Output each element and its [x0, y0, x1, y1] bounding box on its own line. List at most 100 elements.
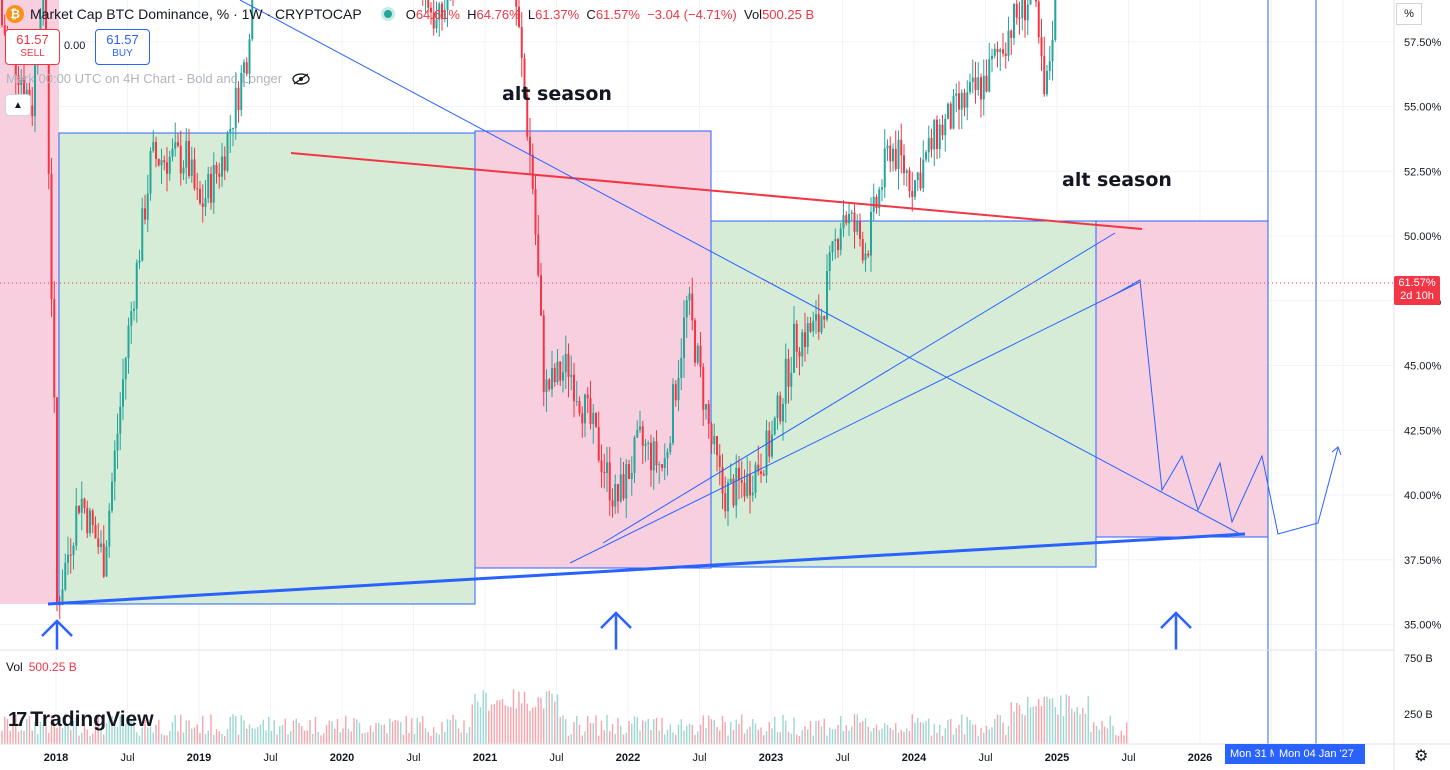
volume-bar [4, 716, 6, 744]
candle-body [1024, 0, 1026, 21]
volume-bar [468, 726, 471, 744]
ohlc-values: O64.61% H64.76% L61.37% C61.57% −3.04 (−… [405, 6, 815, 22]
candle-body [650, 442, 652, 471]
volume-bar [567, 735, 570, 744]
percent-scale-button[interactable]: % [1396, 3, 1422, 25]
volume-bar [928, 718, 930, 744]
volume-bar [449, 719, 451, 744]
candle-body [900, 139, 903, 156]
projection-arrowhead [1331, 446, 1342, 456]
volume-bar [886, 725, 889, 744]
time-tick-label: 2018 [44, 752, 68, 764]
candle-body [179, 145, 182, 174]
volume-bar [424, 728, 427, 744]
market-status-icon[interactable] [383, 10, 392, 18]
volume-bar [408, 733, 410, 744]
volume-bar [749, 726, 751, 744]
candle-body [801, 332, 804, 357]
candle-body [875, 196, 878, 209]
candle-body [963, 92, 966, 108]
volume-bar [716, 726, 718, 744]
candle-body [435, 19, 438, 29]
candle-body [658, 464, 661, 466]
time-axis[interactable]: 2018 Jul 2019 Jul 2020 Jul 2021 Jul 2022 Jul 2023 J… [44, 752, 1355, 764]
symbol-title[interactable]: Market Cap BTC Dominance, % · 1W · CRYPT… [30, 6, 362, 22]
candle-body [982, 75, 985, 100]
volume-bar [914, 722, 916, 744]
volume-bar [633, 716, 636, 744]
volume-bar [235, 715, 237, 744]
price-tick-label: 35.00% [1404, 620, 1442, 632]
up-arrow-icon [600, 611, 632, 650]
volume-bar [853, 714, 856, 744]
volume-bar [136, 732, 138, 744]
time-tick-label: 2026 [1188, 752, 1212, 764]
annotation-alt-season-2: alt season [1062, 169, 1172, 191]
volume-bar [691, 724, 693, 744]
tradingview-logo[interactable]: 17 TradingView [8, 708, 154, 732]
candle-body [597, 427, 600, 461]
candle-body [985, 75, 988, 92]
volume-bar [312, 733, 314, 744]
volume-bar [141, 727, 143, 744]
candle-body [628, 464, 630, 479]
candle-body [427, 0, 430, 8]
buy-button[interactable]: 61.57 BUY [95, 29, 150, 65]
volume-bar [719, 730, 721, 744]
volume-bar [881, 728, 883, 744]
volume-bar [952, 734, 955, 744]
bitcoin-icon: ₿ [6, 5, 24, 23]
candle-body [669, 443, 672, 453]
indicator-legend[interactable]: Mark 00:00 UTC on 4H Chart - Bold and Lo… [6, 71, 310, 86]
volume-bar [779, 732, 781, 744]
volume-bar [996, 714, 999, 744]
candle-body [768, 430, 771, 457]
volume-bar [708, 715, 710, 744]
volume-bar [78, 735, 80, 744]
candle-body [911, 190, 914, 197]
volume-bar [273, 719, 275, 744]
volume-bar [394, 720, 396, 744]
volume-bar [911, 714, 913, 744]
volume-bar [367, 732, 369, 744]
candle-body [108, 510, 111, 547]
volume-bar [617, 718, 619, 744]
volume-bar [127, 718, 130, 744]
volume-bar [1082, 707, 1084, 744]
volume-bar [455, 719, 457, 744]
eye-slash-icon[interactable] [292, 72, 310, 85]
candle-body [592, 412, 595, 424]
volume-bar [977, 735, 979, 744]
candle-body [804, 332, 806, 348]
volume-bar [631, 723, 633, 744]
candle-body [905, 170, 908, 173]
candle-body [1002, 49, 1004, 54]
candle-body [848, 213, 850, 224]
volume-bar [1115, 735, 1117, 744]
volume-bar [697, 731, 699, 744]
volume-bar [510, 707, 512, 744]
gear-icon[interactable]: ⚙ [1414, 748, 1429, 765]
volume-bar [39, 721, 42, 744]
volume-bar [730, 721, 732, 744]
volume-bar [342, 728, 344, 744]
candle-body [727, 482, 729, 512]
volume-bar [1032, 706, 1034, 744]
candle-body [933, 119, 936, 150]
volume-bar [837, 724, 839, 744]
price-axis[interactable]: 35.00%37.50%40.00%42.50%45.00%47.50%50.0… [1404, 0, 1442, 632]
sell-button[interactable]: 61.57 SELL [5, 29, 60, 65]
chevron-up-icon[interactable]: ▲ [5, 94, 31, 116]
volume-bar [490, 704, 493, 744]
candle-body [608, 462, 611, 501]
volume-bar [53, 721, 55, 744]
volume-bar [576, 716, 578, 744]
candle-body [545, 379, 548, 392]
candle-body [903, 155, 905, 173]
volume-bar [958, 724, 960, 744]
candle-body [647, 442, 650, 444]
volume-legend[interactable]: Vol 500.25 B [6, 660, 77, 674]
candle-body [815, 314, 817, 321]
candle-body [743, 482, 746, 497]
